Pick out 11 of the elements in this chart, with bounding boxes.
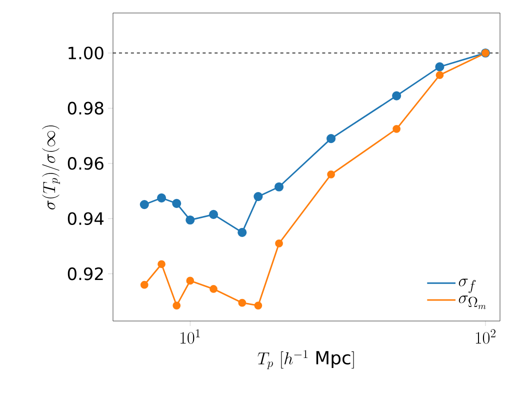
legend-label: $\sigma_f$	[458, 278, 476, 294]
y-tick-label: 0.96	[68, 157, 104, 170]
legend-label: $\sigma_{\Omega_m}$	[458, 296, 486, 310]
y-tick-label: 1.00	[68, 46, 104, 60]
x-tick-label: $10^1$	[180, 329, 200, 344]
y-tick-label: 0.92	[68, 267, 103, 280]
y-axis-title: $\sigma(T_p)/\sigma(\infty)$	[42, 125, 60, 210]
x-axis-title: $T_p\ [h^{-1}\ \mathrm{Mpc}]$	[258, 350, 354, 370]
y-tick-label: 0.94	[68, 212, 104, 226]
x-tick-label: $10^2$	[476, 329, 496, 344]
y-tick-label: 0.98	[68, 102, 104, 115]
